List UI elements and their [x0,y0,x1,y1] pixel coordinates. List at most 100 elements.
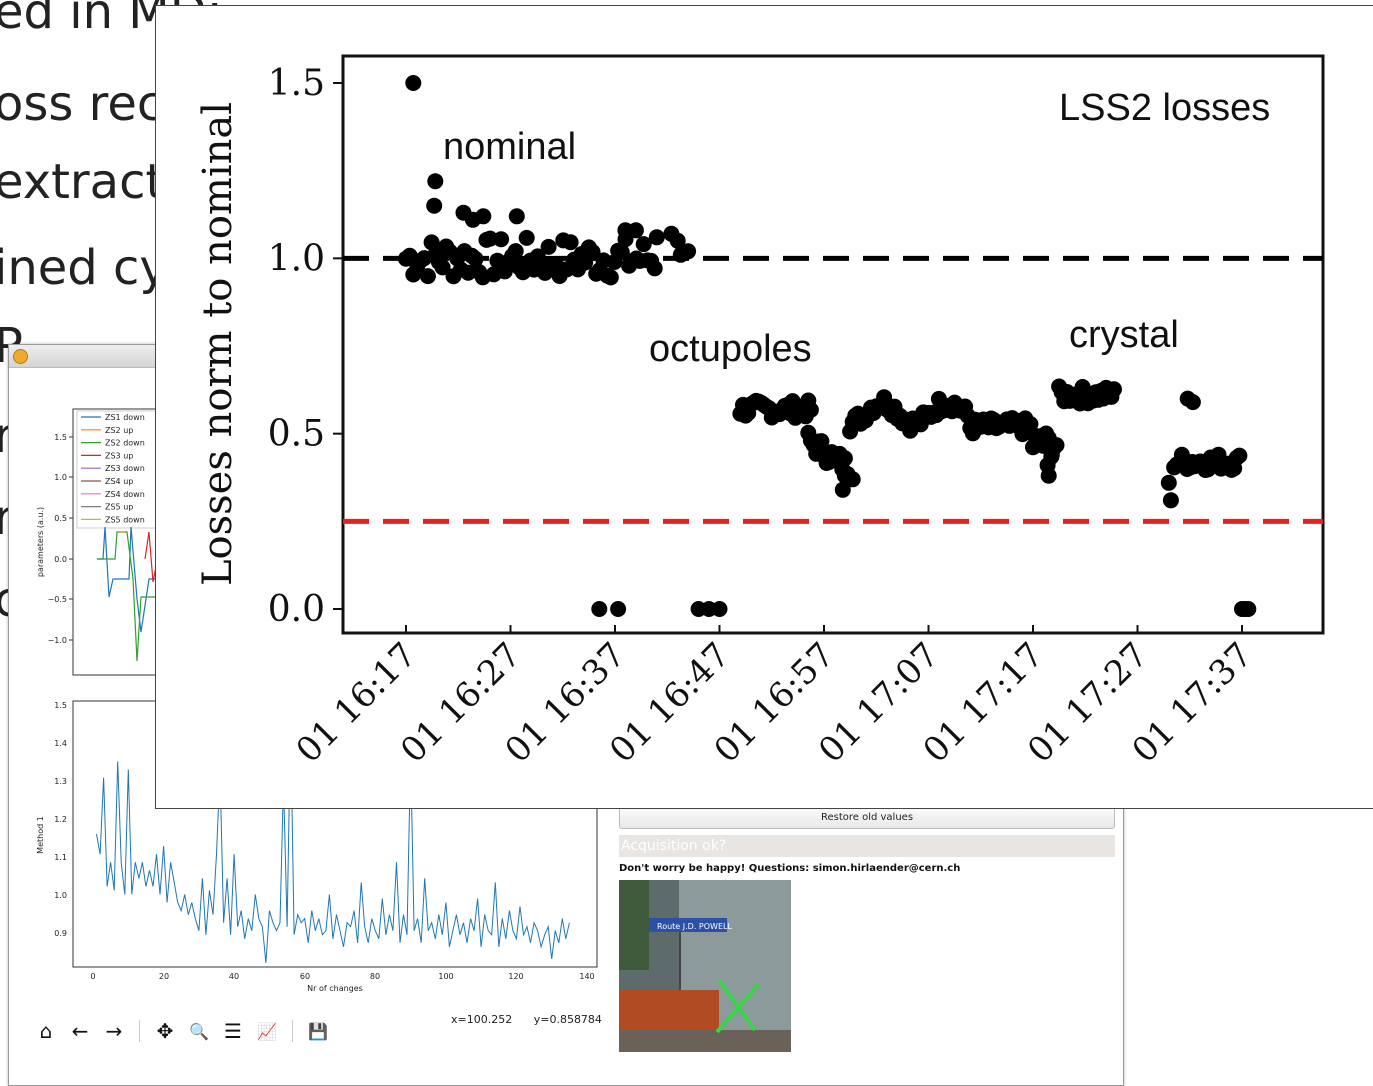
bottom-xtick: 0 [90,972,95,981]
legend-label: ZS2 up [105,426,133,435]
plot-toolbar: ⌂ ← → ✥ 🔍 ☰ 📈 💾 [31,1017,333,1045]
bottom-xtick: 60 [300,972,310,981]
bottom-ytick: 1.2 [54,815,67,824]
top-ytick: −0.5 [48,595,67,604]
cursor-y: y=0.858784 [533,1013,602,1026]
loss-point [419,268,436,285]
control-panel: Restore old values Acquisition ok? Don't… [619,807,1115,1052]
bottom-ytick: 1.3 [54,777,67,786]
y-tick-label: 1.0 [268,238,325,279]
loss-point [1240,601,1257,617]
loss-point [540,238,557,255]
bottom-xtick: 120 [508,972,523,981]
loss-point [1162,492,1179,509]
top-ytick: 1.5 [54,433,67,442]
loss-point [834,481,851,498]
losses-chart: Losses norm to nominal 0.00.51.01.5 01 1… [195,54,1325,771]
loss-point [1106,381,1122,398]
legend-label: ZS2 down [105,439,145,448]
bottom-xtick: 20 [159,972,169,981]
loss-point [1043,446,1060,463]
top-ytick: −1.0 [48,636,67,645]
losses-chart-panel: Losses norm to nominal 0.0 0.5 1.0 1.5 01 1… [155,5,1373,809]
bottom-xtick: 40 [229,972,239,981]
y-tick-label: 0.5 [268,414,325,455]
legend-label: ZS3 up [105,451,133,460]
loss-point [464,211,481,228]
loss-point [426,197,443,214]
bottom-ytick: 1.4 [54,739,67,748]
loss-point [423,234,440,251]
loss-point [562,234,579,251]
bullet-line: oss rec [0,76,164,132]
bottom-plot-ylabel: Method 1 [36,816,45,854]
bottom-xlabel: Nr of changes [307,984,363,993]
loss-point [711,601,728,617]
back-icon[interactable]: ← [71,1019,89,1043]
loss-point [518,229,535,246]
annotation-nominal: nominal [443,126,576,168]
loss-point [591,601,608,617]
bottom-xtick: 100 [438,972,453,981]
loss-point [648,229,665,246]
legend-label: ZS4 down [105,490,145,499]
loss-point [836,467,853,484]
y-tick-label: 1.5 [268,63,325,104]
configure-subplots-icon[interactable]: ☰ [224,1019,242,1043]
bottom-xtick: 140 [579,972,594,981]
bottom-xtick: 80 [370,972,380,981]
loss-point [876,389,893,406]
loss-point [802,401,819,418]
loss-point [434,259,451,276]
loss-point [613,244,630,261]
loss-point [1184,394,1201,411]
loss-point [836,450,853,467]
top-ytick: 0.0 [54,555,67,564]
loss-point [493,231,510,248]
loss-point [508,208,525,225]
loss-point [610,601,627,617]
legend-label: ZS1 down [105,413,145,422]
bottom-ytick: 1.0 [54,891,67,900]
losses-ylabel: Losses norm to nominal [195,102,241,586]
loss-point [427,173,444,190]
legend-label: ZS4 up [105,477,133,486]
loss-point [1160,474,1177,491]
save-icon[interactable]: 💾 [308,1021,328,1041]
loss-point [467,250,484,267]
loss-point [507,243,524,260]
contact-text: Don't worry be happy! Questions: simon.h… [619,863,961,874]
loss-point [627,222,644,239]
acquisition-status: Acquisition ok? [619,835,1115,857]
bullet-line: extract [0,154,165,210]
bottom-ytick: 1.1 [54,853,67,862]
annotation-lss2-losses: LSS2 losses [1059,87,1270,129]
legend-box [76,410,160,529]
loss-point [1231,447,1248,464]
loss-point [584,243,601,260]
cursor-coordinates: x=100.252 y=0.858784 [451,1013,620,1026]
zoom-icon[interactable]: 🔍 [189,1021,209,1041]
loss-point [813,433,830,450]
top-ytick: 0.5 [54,514,67,523]
photo-image: Route J.D. POWELL [619,880,791,1052]
home-icon[interactable]: ⌂ [39,1019,53,1043]
window-close-icon[interactable] [13,349,28,364]
bullet-line: ined cy [0,240,168,296]
cursor-x: x=100.252 [451,1013,513,1026]
top-ytick: 1.0 [54,473,67,482]
top-plot-ylabel: parameters (a.u.) [36,507,45,577]
loss-point [672,246,689,263]
loss-point [635,236,652,253]
restore-old-values-button[interactable]: Restore old values [619,807,1115,829]
loss-point [663,225,680,242]
bottom-ytick: 1.5 [54,701,67,710]
loss-point [1022,416,1039,432]
legend-label: ZS5 up [105,503,133,512]
annotation-octupoles: octupoles [649,328,812,370]
bottom-ytick: 0.9 [54,929,67,938]
pan-icon[interactable]: ✥ [156,1019,174,1043]
legend-label: ZS5 down [105,515,145,524]
forward-icon[interactable]: → [105,1019,123,1043]
edit-axes-icon[interactable]: 📈 [257,1021,277,1041]
